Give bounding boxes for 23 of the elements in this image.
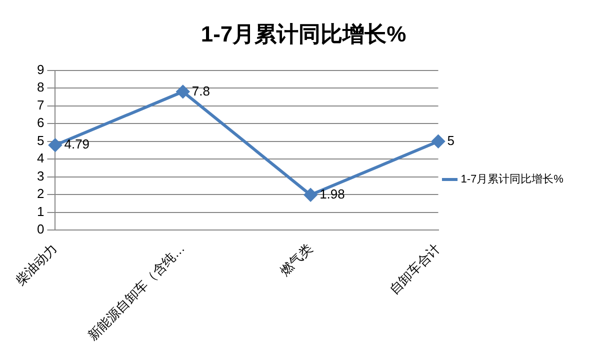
x-tick-label: 燃气类 [277,240,316,279]
y-tick-label: 5 [36,132,44,148]
data-label: 1.98 [320,186,345,202]
point [176,85,190,98]
x-tick-label: 自卸车合计 [386,240,443,298]
x-tick-label: 柴油动力 [12,240,60,288]
point [432,134,445,148]
legend-label: 1-7月累计同比增长% [460,172,564,186]
y-tick-label: 0 [36,222,44,237]
y-tick-label: 9 [36,62,44,77]
data-label: 4.79 [64,136,90,152]
y-tick-label: 4 [36,150,44,166]
y-tick-label: 3 [36,168,44,184]
y-tick-label: 1 [36,204,44,219]
y-tick-label: 6 [36,115,44,130]
y-tick-label: 8 [36,80,44,95]
data-label: 5 [447,132,454,148]
y-tick-label: 2 [36,186,44,202]
chart-title: 1-7月累计同比增长% [200,21,406,46]
x-tick-label: 新能源自卸车（含纯… [85,240,188,344]
point [304,188,318,202]
y-tick-label: 7 [36,97,44,112]
data-label: 7.8 [192,83,210,98]
